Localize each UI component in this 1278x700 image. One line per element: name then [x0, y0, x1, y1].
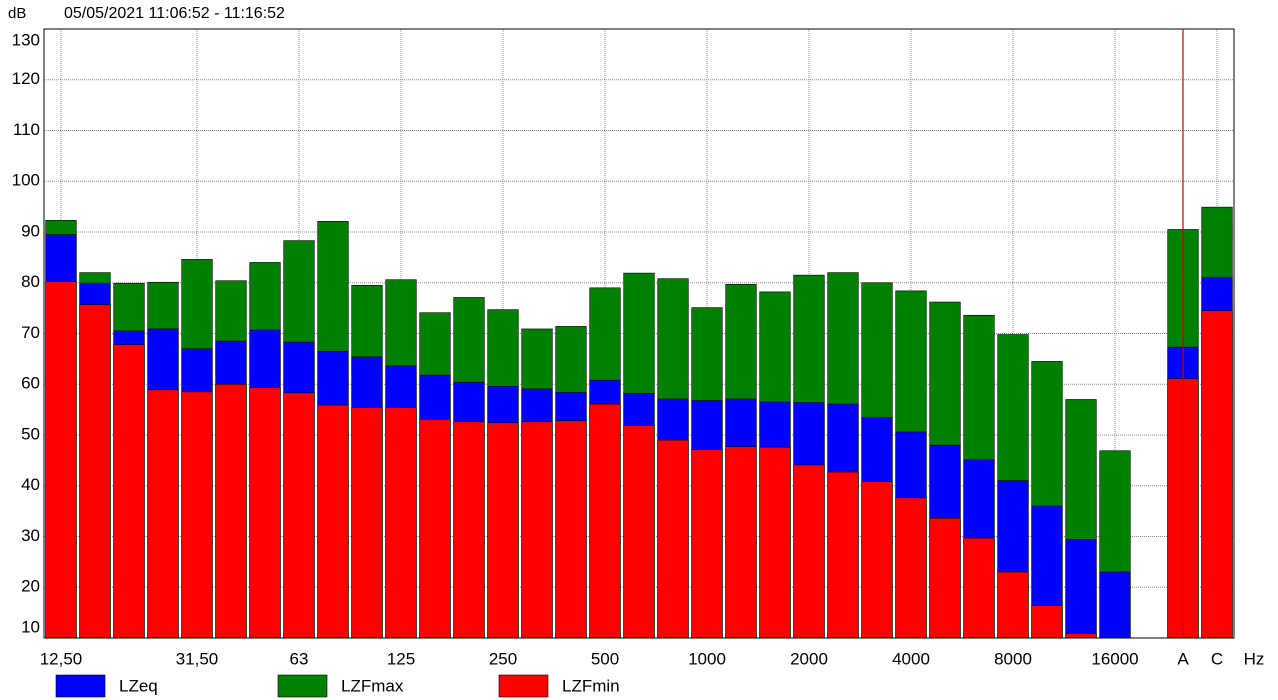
bar [997, 571, 1029, 639]
bar [453, 421, 485, 639]
legend-label: LZFmax [341, 676, 404, 695]
x-tick-label: 12,50 [40, 649, 83, 668]
bar [79, 304, 111, 639]
y-tick-label: 120 [12, 69, 40, 88]
y-axis-label: dB [8, 5, 26, 22]
bar [895, 497, 927, 639]
y-tick-label: 50 [21, 424, 40, 443]
x-tick-label: 31,50 [176, 649, 219, 668]
bar [1099, 571, 1131, 639]
bar [827, 471, 859, 639]
x-tick-label: 250 [489, 649, 517, 668]
y-tick-label: 110 [13, 120, 40, 139]
x-tick-label: 16000 [1091, 649, 1138, 668]
legend-swatch [277, 674, 328, 698]
bar [793, 464, 825, 639]
bar [929, 517, 961, 639]
bar [521, 421, 553, 639]
bar [113, 344, 145, 639]
bar [1065, 539, 1097, 639]
bar [249, 387, 281, 639]
y-tick-label: 30 [21, 526, 40, 545]
x-tick-label: 500 [591, 649, 619, 668]
bar [623, 425, 655, 639]
y-tick-label: 100 [12, 171, 40, 190]
y-tick-label: 40 [21, 475, 40, 494]
y-tick-label: 20 [21, 577, 40, 596]
x-axis-label: Hz [1244, 649, 1265, 668]
x-tick-label: 2000 [790, 649, 828, 668]
x-tick-label: 4000 [892, 649, 930, 668]
bar [691, 449, 723, 639]
bar [351, 407, 383, 639]
legend-label: LZeq [119, 676, 158, 695]
y-tick-label: 80 [21, 272, 40, 291]
bar [589, 403, 621, 639]
bar [861, 481, 893, 639]
x-tick-label: 63 [290, 649, 309, 668]
legend-label: LZFmin [562, 676, 620, 695]
x-tick-label: C [1211, 649, 1223, 668]
y-tick-label: 130 [12, 30, 40, 49]
bar [181, 391, 213, 639]
y-tick-label: 60 [21, 374, 40, 393]
legend-swatch [498, 674, 549, 698]
bar [317, 404, 349, 639]
y-tick-label: 10 [21, 617, 40, 636]
bar [487, 422, 519, 639]
bar [215, 383, 247, 639]
y-tick-label: 90 [21, 221, 40, 240]
bar [283, 392, 315, 639]
bar [419, 418, 451, 639]
bar [759, 446, 791, 639]
bar [963, 537, 995, 639]
y-tick-label: 70 [21, 323, 40, 342]
legend-swatch [55, 674, 106, 698]
bar [385, 407, 417, 639]
bar [657, 439, 689, 639]
bar [555, 420, 587, 639]
x-tick-label: 8000 [994, 649, 1032, 668]
bar [1031, 605, 1063, 639]
bar [147, 389, 179, 639]
bar [1201, 310, 1233, 639]
bar [45, 281, 77, 639]
bar [1065, 633, 1097, 639]
chart-title: 05/05/2021 11:06:52 - 11:16:52 [64, 5, 285, 22]
x-tick-label: A [1177, 649, 1189, 668]
x-tick-label: 1000 [688, 649, 726, 668]
bar [725, 446, 757, 639]
x-tick-label: 125 [387, 649, 415, 668]
plot-frame [43, 28, 1235, 639]
